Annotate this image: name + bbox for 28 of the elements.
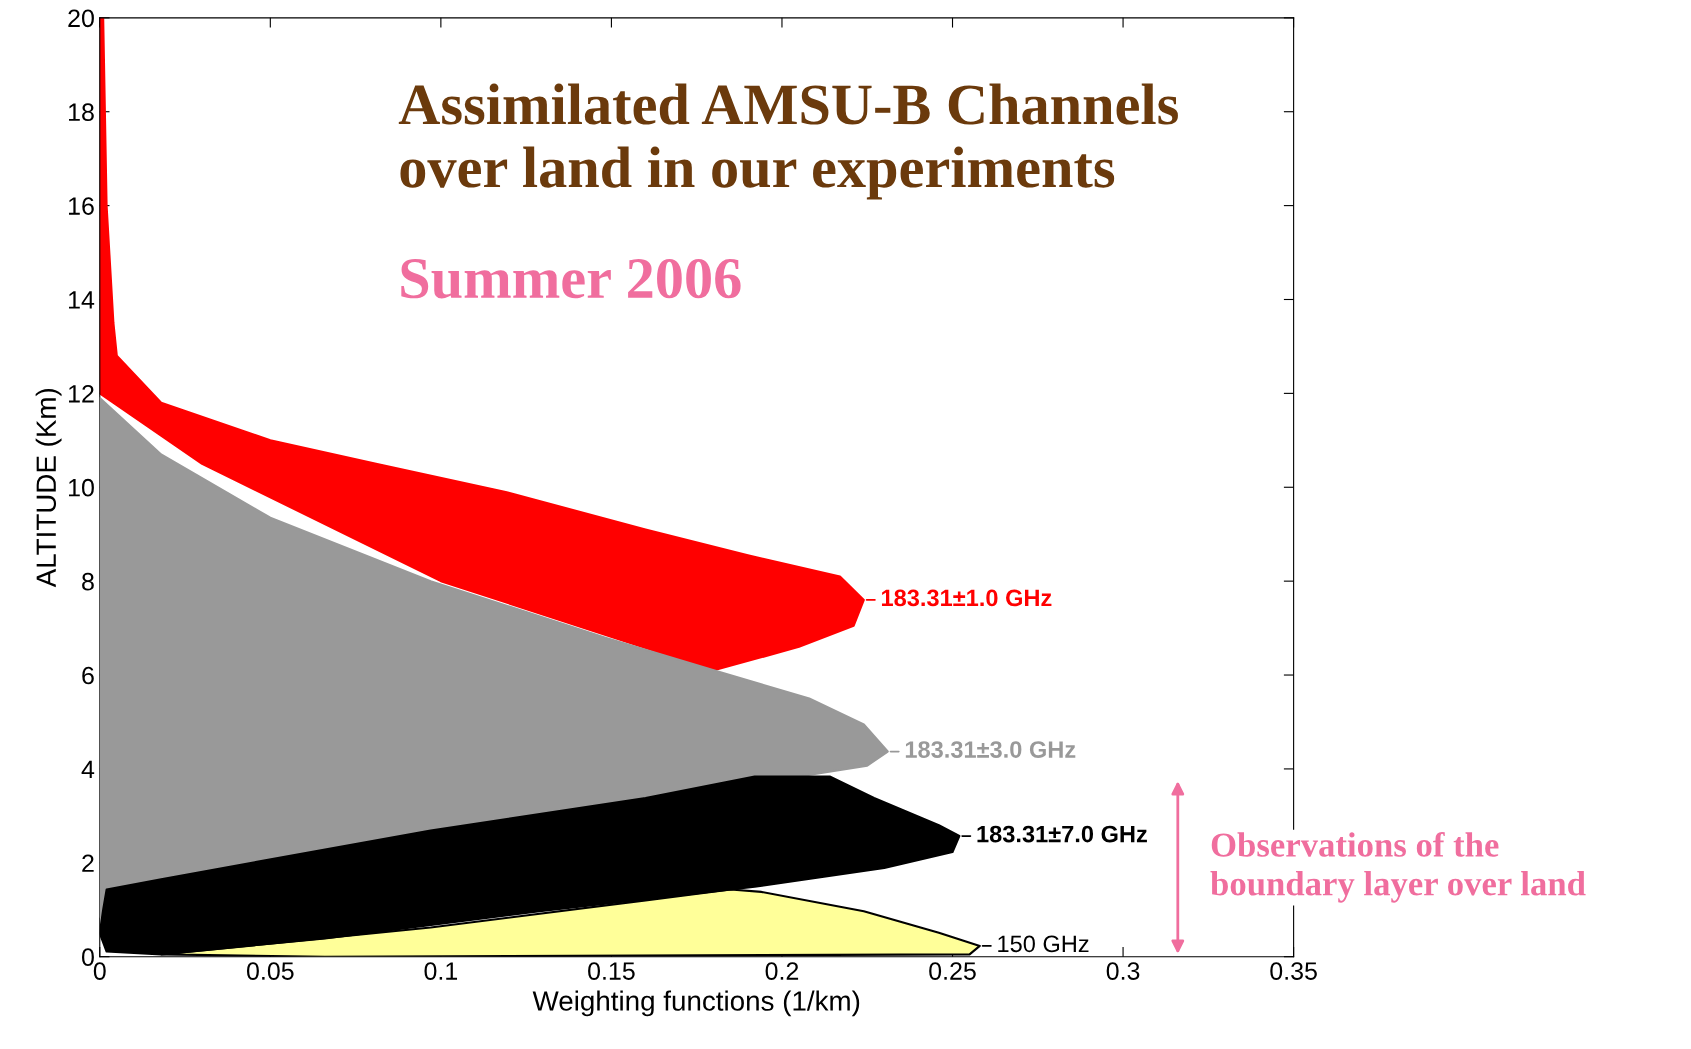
x-tick-label: 0.35 — [1270, 962, 1317, 980]
x-tick-label: 0.05 — [246, 962, 294, 980]
x-tick-label: 0.2 — [765, 962, 799, 980]
y-tick-label: 10 — [69, 478, 94, 497]
legend-label: 183.31±1.0 GHz — [881, 589, 1052, 607]
x-tick-label: 0.3 — [1106, 962, 1140, 980]
y-tick-label: 0 — [81, 948, 94, 966]
y-axis-title: ALTITUDE (Km) — [35, 388, 62, 588]
text: Assimilated AMSU-B Channels over land in our experiments — [398, 83, 1178, 200]
x-tick-label: 0.1 — [424, 962, 458, 980]
x-tick-label: 0.15 — [588, 962, 635, 980]
y-tick-label: 2 — [82, 854, 94, 872]
annotation: Observations of the boundary layer over land — [1210, 831, 1586, 903]
x-tick-label: 0 — [93, 962, 106, 980]
x-tick-label: 0.25 — [929, 962, 976, 980]
y-tick-label: 20 — [68, 9, 94, 28]
y-tick-label: 12 — [69, 384, 94, 403]
y-tick-label: 8 — [82, 572, 94, 591]
x-axis-title: Weighting functions (1/km) — [532, 990, 860, 1017]
y-tick-label: 6 — [82, 666, 94, 685]
y-tick-label: 18 — [69, 103, 94, 122]
y-tick-label: 14 — [69, 291, 95, 309]
text: Summer 2006 — [401, 258, 741, 299]
legend-label: 183.31±7.0 GHz — [977, 825, 1147, 843]
y-tick-label: 16 — [69, 197, 94, 215]
legend-label: 150 GHz — [998, 935, 1089, 953]
legend-label: 183.31±3.0 GHz — [905, 741, 1076, 758]
y-tick-label: 4 — [81, 760, 95, 778]
